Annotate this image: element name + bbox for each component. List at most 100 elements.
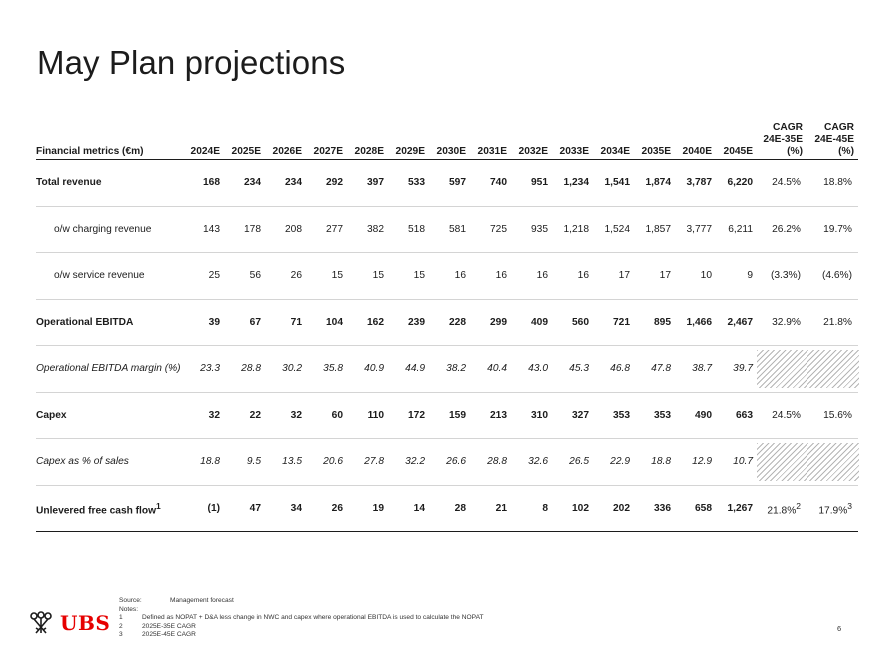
page-number: 6 [837, 624, 842, 633]
table-cell: 38.2 [429, 345, 470, 393]
table-row: o/w charging revenue 143 178 208 277 382 518 58… [36, 206, 858, 253]
table-cell: 239 [388, 299, 429, 346]
table-cell: 12.9 [675, 438, 716, 486]
table-cell: 8 [511, 485, 552, 532]
table-cell: 292 [306, 159, 347, 207]
cagr-cell: 32.9% [757, 299, 807, 346]
table-cell: 67 [224, 299, 265, 346]
row-label: Operational EBITDA [36, 299, 183, 346]
cagr-cell: (4.6%) [807, 252, 858, 300]
logo-wordmark: UBS [60, 611, 111, 635]
cagr-hatched-cell [807, 345, 859, 393]
table-cell: 353 [634, 392, 675, 439]
table-cell: 172 [388, 392, 429, 439]
table-cell: 21 [470, 485, 511, 532]
row-label: Capex as % of sales [36, 438, 183, 486]
cagr-cell: 15.6% [807, 392, 858, 439]
table-cell: 951 [511, 159, 552, 207]
notes-label: Notes: [119, 605, 139, 613]
table-cell: 1,218 [552, 206, 593, 253]
cagr-cell: 26.2% [757, 206, 807, 253]
table-cell: 9 [716, 252, 757, 300]
header-year: 2026E [265, 118, 306, 160]
table-row: Operational EBITDA 39 67 71 104 162 239 228 299 4… [36, 299, 858, 346]
table-cell: 1,267 [716, 485, 757, 532]
table-cell: 38.7 [675, 345, 716, 393]
header-metric: Financial metrics (€m) [36, 118, 183, 160]
table-cell: 32.6 [511, 438, 552, 486]
cagr-cell: 21.8% [807, 299, 858, 346]
table-cell: 597 [429, 159, 470, 207]
table-cell: 490 [675, 392, 716, 439]
note-text: Defined as NOPAT + D&A less change in NW… [142, 614, 484, 622]
table-cell: 71 [265, 299, 306, 346]
table-cell: 162 [347, 299, 388, 346]
row-label: Total revenue [36, 159, 183, 207]
ubs-logo: UBS [26, 611, 110, 635]
table-cell: 16 [511, 252, 552, 300]
table-cell: 10.7 [716, 438, 757, 486]
table-cell: 47 [224, 485, 265, 532]
table-cell: 110 [347, 392, 388, 439]
table-cell: 23.3 [183, 345, 224, 393]
table-cell: 159 [429, 392, 470, 439]
table-cell: 16 [552, 252, 593, 300]
table-cell: 409 [511, 299, 552, 346]
table-cell: 18.8 [634, 438, 675, 486]
cagr-cell: 21.8%2 [757, 485, 807, 532]
table-cell: 26 [265, 252, 306, 300]
note-item: 2 2025E-35E CAGR [119, 623, 484, 632]
table-cell: 3,777 [675, 206, 716, 253]
table-cell: 9.5 [224, 438, 265, 486]
table-cell: 168 [183, 159, 224, 207]
table-cell: 28.8 [470, 438, 511, 486]
table-cell: 15 [306, 252, 347, 300]
table-cell: 15 [388, 252, 429, 300]
hatch-pattern [807, 349, 859, 388]
table-cell: 202 [593, 485, 634, 532]
note-number: 2 [119, 622, 123, 630]
table-cell: 25 [183, 252, 224, 300]
table-row: Total revenue 168 234 234 292 397 533 597 740 951… [36, 159, 858, 207]
table-cell: 26.6 [429, 438, 470, 486]
header-year: 2033E [552, 118, 593, 160]
table-cell: 1,524 [593, 206, 634, 253]
table-cell: 6,220 [716, 159, 757, 207]
table-cell: 26 [306, 485, 347, 532]
table-cell: 299 [470, 299, 511, 346]
header-year: 2034E [593, 118, 634, 160]
table-cell: 740 [470, 159, 511, 207]
table-cell: 40.9 [347, 345, 388, 393]
table-cell: 32.2 [388, 438, 429, 486]
header-year: 2045E [716, 118, 757, 160]
table-cell: 213 [470, 392, 511, 439]
header-year: 2028E [347, 118, 388, 160]
table-cell: 30.2 [265, 345, 306, 393]
note-text: 2025E-45E CAGR [142, 631, 196, 639]
table-cell: 310 [511, 392, 552, 439]
footnote-ref: 2 [796, 500, 801, 511]
note-item: 3 2025E-45E CAGR [119, 631, 484, 640]
table-cell: 13.5 [265, 438, 306, 486]
table-cell: 336 [634, 485, 675, 532]
row-label: Operational EBITDA margin (%) [36, 345, 183, 393]
table-cell: 277 [306, 206, 347, 253]
table-cell: 104 [306, 299, 347, 346]
notes-list: 1 Defined as NOPAT + D&A less change in N… [119, 614, 484, 640]
table-cell: 22.9 [593, 438, 634, 486]
note-number: 3 [119, 631, 123, 639]
financial-metrics-table: Financial metrics (€m) 2024E 2025E 2026E… [36, 118, 859, 532]
table-cell: 725 [470, 206, 511, 253]
table-cell: 44.9 [388, 345, 429, 393]
table-cell: 15 [347, 252, 388, 300]
table-cell: 28.8 [224, 345, 265, 393]
table-row: Unlevered free cash flow1 (1) 47 34 26 19 14 28… [36, 485, 858, 532]
table-row: Capex as % of sales 18.8 9.5 13.5 20.6 27.8 32… [36, 438, 859, 486]
cagr-cell: 24.5% [757, 392, 807, 439]
table-cell: 1,874 [634, 159, 675, 207]
table-cell: 26.5 [552, 438, 593, 486]
keys-icon [30, 611, 52, 634]
table-cell: 327 [552, 392, 593, 439]
note-number: 1 [119, 614, 123, 622]
header-year: 2032E [511, 118, 552, 160]
